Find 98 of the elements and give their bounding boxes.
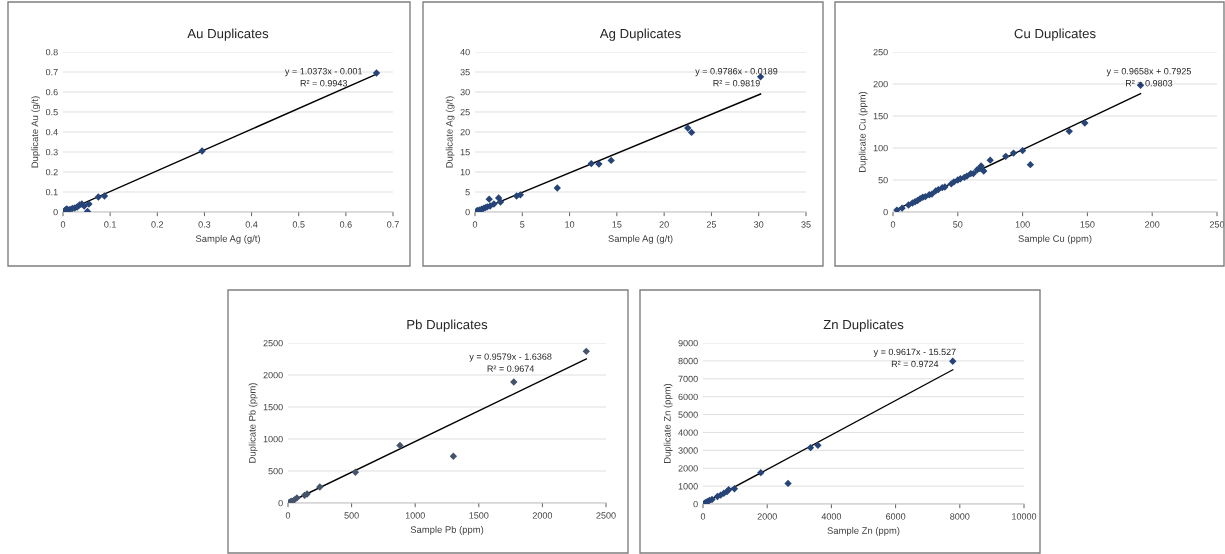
- y-tick-label: 0.7: [45, 68, 58, 76]
- x-tick-label: 0: [60, 221, 66, 228]
- y-tick-label: 200: [873, 80, 888, 88]
- annotation: R² = 0.9943: [300, 80, 348, 87]
- y-tick-label: 7000: [678, 375, 698, 383]
- y-axis-title: Duplicate Pb (ppm): [248, 383, 258, 463]
- y-tick-label: 0: [53, 208, 58, 216]
- x-tick-label: 0.5: [292, 221, 305, 228]
- y-tick-label: 2500: [263, 339, 283, 347]
- y-tick-label: 0.3: [45, 148, 58, 156]
- x-tick-label: 150: [1080, 221, 1095, 228]
- x-tick-label: 0.7: [387, 221, 399, 228]
- y-tick-label: 4000: [678, 429, 698, 436]
- y-axis-title: Duplicate Cu (ppm): [858, 91, 868, 172]
- y-tick-label: 100: [873, 144, 888, 152]
- annotation: R² = 0.9803: [1125, 80, 1173, 87]
- y-tick-label: 0.8: [45, 48, 58, 56]
- annotation: y = 0.9579x - 1.6368: [469, 353, 552, 362]
- y-tick-label: 50: [878, 176, 888, 184]
- y-tick-label: 500: [268, 467, 283, 475]
- annotation: R² = 0.9724: [891, 360, 939, 368]
- y-tick-label: 1000: [678, 483, 698, 490]
- x-tick-label: 0.2: [151, 221, 164, 228]
- y-axis-title: Duplicate Ag (g/t): [445, 96, 455, 168]
- y-tick-label: 35: [460, 68, 470, 76]
- chart-title: Pb Duplicates: [407, 319, 488, 332]
- annotation: R² = 0.9674: [487, 365, 535, 372]
- y-tick-label: 1000: [263, 435, 283, 443]
- y-tick-label: 0: [278, 499, 283, 507]
- x-tick-label: 0.4: [245, 221, 258, 228]
- y-tick-label: 0: [693, 500, 698, 508]
- x-tick-label: 250: [1209, 221, 1225, 228]
- y-tick-label: 30: [460, 88, 470, 96]
- y-tick-label: 0.6: [45, 88, 58, 96]
- x-tick-label: 6000: [886, 513, 906, 520]
- y-tick-label: 10: [460, 168, 470, 176]
- x-tick-label: 4000: [821, 513, 842, 520]
- x-tick-label: 0.3: [198, 221, 211, 228]
- y-tick-label: 0.2: [45, 168, 58, 176]
- x-tick-label: 0: [472, 221, 478, 228]
- x-tick-label: 25: [706, 221, 717, 228]
- y-tick-label: 3000: [678, 447, 698, 454]
- y-tick-label: 250: [873, 48, 888, 56]
- annotation: y = 1.0373x - 0.001: [284, 68, 363, 77]
- x-tick-label: 30: [754, 221, 764, 228]
- x-tick-label: 200: [1145, 221, 1160, 228]
- y-tick-label: 0.4: [45, 128, 58, 136]
- x-tick-label: 5: [520, 221, 525, 228]
- y-tick-label: 20: [460, 128, 470, 136]
- annotation: y = 0.9658x + 0.7925: [1106, 68, 1191, 77]
- y-tick-label: 6000: [678, 393, 698, 401]
- chart-title: Au Duplicates: [187, 28, 269, 41]
- y-tick-label: 8000: [678, 357, 698, 365]
- x-tick-label: 10000: [1012, 513, 1037, 520]
- x-tick-label: 8000: [950, 513, 970, 520]
- x-tick-label: 2000: [532, 512, 553, 519]
- annotation: y = 0.9617x - 15.527: [873, 348, 956, 357]
- y-axis-title: Duplicate Zn (ppm): [663, 383, 673, 463]
- x-tick-label: 100: [1015, 221, 1030, 228]
- x-tick-label: 50: [953, 221, 963, 228]
- chart-title: Zn Duplicates: [823, 319, 904, 332]
- x-tick-label: 0: [285, 512, 291, 519]
- y-tick-label: 0: [883, 208, 888, 216]
- x-axis-title: Sample Cu (ppm): [1018, 235, 1092, 244]
- y-tick-label: 2000: [678, 465, 698, 472]
- y-tick-label: 5: [465, 189, 470, 196]
- annotation: y = 0.9786x - 0.0189: [695, 68, 778, 77]
- y-tick-label: 1500: [263, 403, 283, 411]
- x-tick-label: 35: [801, 221, 811, 228]
- y-tick-label: 25: [460, 108, 470, 116]
- y-tick-label: 5000: [678, 411, 698, 418]
- annotation: R² = 0.9819: [713, 80, 760, 87]
- y-tick-label: 2000: [263, 371, 283, 379]
- x-axis-title: Sample Ag (g/t): [608, 235, 673, 244]
- x-tick-label: 20: [659, 221, 669, 228]
- y-tick-label: 40: [460, 48, 470, 56]
- x-tick-label: 15: [612, 221, 622, 228]
- x-tick-label: 0: [700, 513, 706, 520]
- y-axis-title: Duplicate Au (g/t): [31, 96, 41, 168]
- y-tick-label: 150: [873, 112, 888, 120]
- chart-title: Ag Duplicates: [599, 28, 681, 41]
- x-tick-label: 2500: [596, 512, 616, 519]
- y-tick-label: 0: [465, 208, 470, 216]
- chart-title: Cu Duplicates: [1014, 28, 1096, 41]
- y-tick-label: 15: [460, 149, 470, 156]
- x-tick-label: 0.6: [339, 221, 352, 228]
- x-axis-title: Sample Pb (ppm): [410, 526, 484, 535]
- x-tick-label: 500: [344, 512, 359, 519]
- x-tick-label: 0: [890, 221, 896, 228]
- x-tick-label: 0.1: [104, 221, 116, 228]
- x-tick-label: 2000: [757, 513, 777, 520]
- x-axis-title: Sample Zn (ppm): [827, 527, 900, 536]
- x-tick-label: 10: [565, 221, 575, 228]
- x-axis-title: Sample Ag (g/t): [195, 235, 260, 244]
- y-tick-label: 0.5: [45, 108, 58, 116]
- y-tick-label: 0.1: [45, 188, 58, 196]
- y-tick-label: 9000: [678, 339, 698, 347]
- x-tick-label: 1000: [405, 512, 425, 519]
